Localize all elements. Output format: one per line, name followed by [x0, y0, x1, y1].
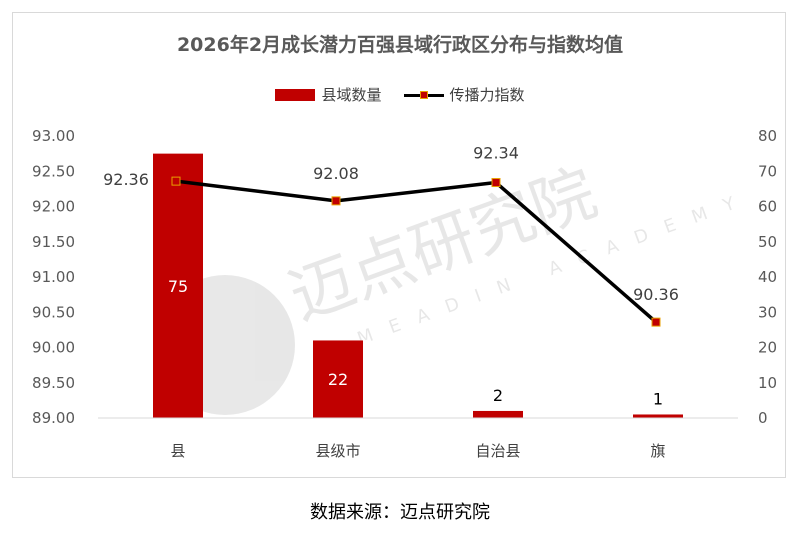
line-marker-3	[651, 317, 661, 327]
chart-legend: 县域数量 传播力指数	[0, 84, 800, 105]
y-left-tick-label: 92.50	[32, 162, 75, 180]
x-category-label: 县	[170, 442, 185, 460]
y-right-tick-label: 10	[758, 374, 777, 392]
y-left-tick-label: 90.50	[32, 303, 75, 321]
y-left-tick-label: 89.00	[32, 409, 75, 427]
y-right-tick-label: 50	[758, 233, 777, 251]
bar-1	[313, 340, 363, 418]
chart-frame	[12, 12, 786, 478]
chart-title: 2026年2月成长潜力百强县域行政区分布与指数均值	[176, 34, 624, 56]
y-left-tick-label: 90.00	[32, 339, 75, 357]
line-data-label: 92.08	[313, 164, 359, 183]
bar-3	[633, 414, 683, 418]
y-right-tick-label: 40	[758, 268, 777, 286]
line-marker-0	[171, 176, 181, 186]
bar-data-label: 1	[653, 389, 663, 408]
legend-swatch-bar	[275, 88, 316, 101]
line-marker-1	[331, 196, 341, 206]
y-left-tick-label: 91.00	[32, 268, 75, 286]
source-note: 数据来源：迈点研究院	[310, 502, 490, 523]
line-data-label: 90.36	[633, 285, 679, 304]
y-right-tick-label: 20	[758, 339, 777, 357]
line-series	[175, 179, 658, 324]
x-category-label: 自治县	[475, 442, 520, 460]
legend-item-line: 传播力指数	[403, 84, 525, 105]
x-category-label: 旗	[650, 442, 665, 460]
bar-2	[473, 410, 523, 418]
line-data-label: 92.34	[473, 144, 519, 163]
y-right-tick-label: 30	[758, 303, 777, 321]
legend-swatch-line	[403, 89, 444, 101]
legend-label-bar: 县域数量	[321, 86, 382, 104]
line-data-label: 92.36	[103, 170, 149, 189]
y-right-tick-label: 0	[758, 409, 768, 427]
y-left-tick-label: 92.00	[32, 198, 75, 216]
y-left-tick-label: 93.00	[32, 127, 75, 145]
line-marker-2	[491, 178, 501, 188]
x-category-label: 县级市	[315, 442, 360, 460]
y-left-tick-label: 89.50	[32, 374, 75, 392]
legend-item-bar: 县域数量	[275, 84, 382, 105]
bar-0	[153, 153, 203, 418]
y-left-tick-label: 91.50	[32, 233, 75, 251]
y-right-tick-label: 70	[758, 162, 777, 180]
y-right-tick-label: 80	[758, 127, 777, 145]
bar-data-label: 75	[168, 277, 188, 296]
y-right-tick-label: 60	[758, 198, 777, 216]
legend-label-line: 传播力指数	[449, 86, 525, 104]
bar-data-label: 2	[493, 386, 503, 405]
bar-data-label: 22	[328, 370, 348, 389]
